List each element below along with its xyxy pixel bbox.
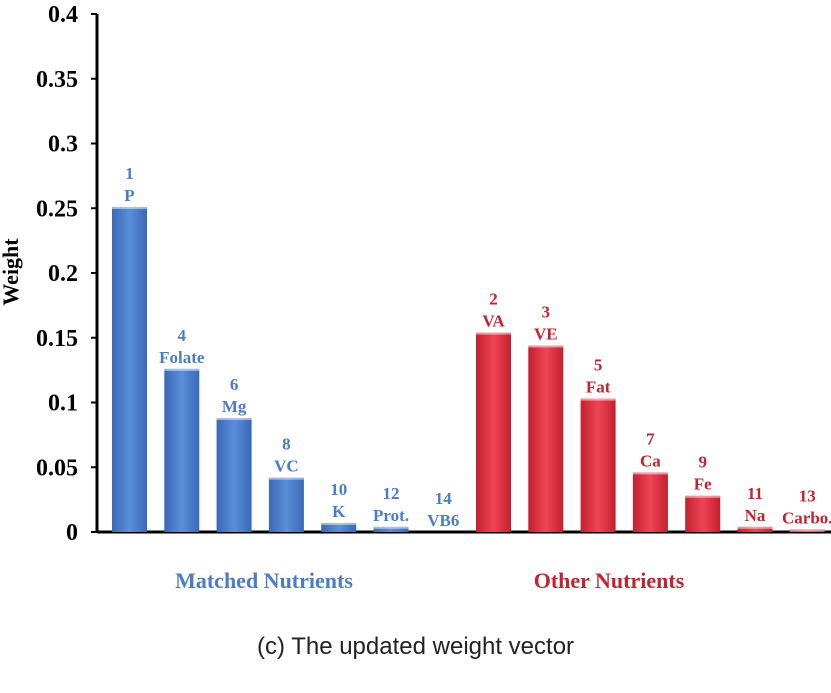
bar-name-label: Mg bbox=[222, 397, 247, 416]
bar-name-label: Ca bbox=[640, 451, 661, 470]
chart-bars bbox=[112, 206, 825, 532]
bar-highlight bbox=[164, 368, 200, 371]
bar-index-label: 3 bbox=[542, 303, 551, 322]
bar-name-label: VA bbox=[482, 312, 505, 331]
bar-p bbox=[112, 206, 147, 532]
bar-name-label: Fat bbox=[586, 378, 611, 397]
bar-vc bbox=[268, 477, 304, 532]
y-tick-label: 0.15 bbox=[36, 326, 78, 352]
bar-index-label: 6 bbox=[230, 375, 239, 394]
bar-highlight bbox=[321, 522, 357, 525]
bar-highlight bbox=[580, 398, 616, 401]
bar-name-label: P bbox=[124, 186, 134, 205]
y-tick-label: 0 bbox=[66, 520, 78, 546]
bar-index-label: 9 bbox=[698, 453, 707, 472]
bar-index-label: 2 bbox=[489, 290, 498, 309]
bar-index-label: 13 bbox=[799, 486, 816, 505]
bar-name-label: K bbox=[332, 502, 346, 521]
bar-highlight bbox=[216, 418, 252, 421]
bar-highlight bbox=[528, 345, 564, 348]
group-label: Matched Nutrients bbox=[175, 568, 353, 593]
y-tick-label: 0.2 bbox=[48, 261, 78, 287]
bar-index-label: 12 bbox=[383, 484, 400, 503]
bar-index-label: 5 bbox=[594, 356, 603, 375]
y-tick-label: 0.05 bbox=[36, 455, 78, 481]
y-tick-label: 0.25 bbox=[36, 196, 78, 222]
y-tick-label: 0.3 bbox=[48, 132, 78, 158]
bar-ve bbox=[528, 345, 564, 532]
weight-bar-chart: 0 0.05 0.1 0.15 0.2 0.25 0.3 0.35 0.4 1 P 4 Folate 6… bbox=[0, 2, 831, 593]
bar-index-label: 8 bbox=[282, 435, 291, 454]
bar-highlight bbox=[373, 526, 409, 529]
bar-name-label: Carbo. bbox=[782, 508, 831, 527]
bar-prot bbox=[373, 526, 409, 532]
bar-name-label: VB6 bbox=[427, 511, 459, 530]
bar-highlight bbox=[685, 495, 721, 498]
bar-index-label: 7 bbox=[646, 429, 655, 448]
bar-name-label: Prot. bbox=[373, 506, 409, 525]
y-tick-label: 0.1 bbox=[48, 391, 78, 417]
bar-highlight bbox=[789, 529, 825, 532]
group-label: Other Nutrients bbox=[534, 568, 685, 593]
bar-index-label: 1 bbox=[125, 164, 134, 183]
chart-axes: 0 0.05 0.1 0.15 0.2 0.25 0.3 0.35 0.4 bbox=[36, 2, 831, 546]
bar-mg bbox=[216, 418, 252, 532]
bar-fat bbox=[580, 398, 616, 532]
bar-name-label: Folate bbox=[159, 348, 205, 367]
bar-index-label: 4 bbox=[178, 326, 187, 345]
bar-ca bbox=[632, 472, 668, 532]
bar-name-label: VC bbox=[274, 457, 299, 476]
bar-va bbox=[476, 332, 511, 532]
bar-highlight bbox=[112, 206, 147, 209]
bar-name-label: VE bbox=[534, 325, 558, 344]
y-axis-label: Weight bbox=[0, 238, 23, 306]
bar-k bbox=[321, 522, 357, 532]
y-tick-label: 0.4 bbox=[48, 2, 78, 28]
bar-highlight bbox=[632, 472, 668, 475]
bar-index-label: 14 bbox=[435, 489, 453, 508]
bar-highlight bbox=[268, 477, 304, 480]
bar-fe bbox=[685, 495, 721, 532]
bar-highlight bbox=[737, 526, 773, 529]
bar-highlight bbox=[476, 332, 511, 335]
bar-index-label: 11 bbox=[747, 484, 763, 503]
y-tick-label: 0.35 bbox=[36, 67, 78, 93]
bar-name-label: Na bbox=[745, 506, 766, 525]
bar-name-label: Fe bbox=[694, 475, 712, 494]
bar-folate bbox=[164, 368, 200, 532]
bar-na bbox=[737, 526, 773, 532]
bar-index-label: 10 bbox=[330, 480, 347, 499]
figure-caption: (c) The updated weight vector bbox=[256, 633, 575, 660]
group-labels: Matched Nutrients Other Nutrients bbox=[175, 568, 685, 593]
chart-bar-labels: 1 P 4 Folate 6 Mg 8 VC 10 K 12 Prot. 14 VB6 2 VA 3 VE 5 Fat… bbox=[124, 164, 831, 530]
